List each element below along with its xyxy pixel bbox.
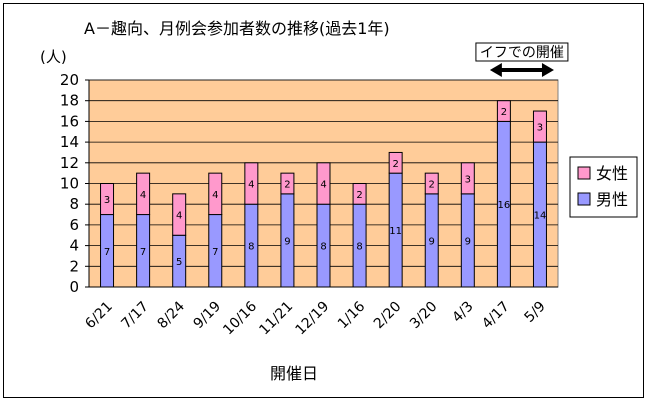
data-label: 7 xyxy=(212,247,218,258)
bar-female xyxy=(460,162,475,195)
annotation-arrow-right-head xyxy=(541,63,554,77)
data-label: 4 xyxy=(140,190,146,201)
data-label: 9 xyxy=(465,236,471,247)
bar-female xyxy=(532,110,547,143)
data-label: 7 xyxy=(104,247,110,258)
bar-female xyxy=(100,183,115,216)
y-tick-label: 20 xyxy=(60,71,79,89)
data-label: 2 xyxy=(501,107,507,118)
x-tick-label: 12/19 xyxy=(292,299,332,339)
legend-swatch xyxy=(577,166,591,180)
data-label: 8 xyxy=(320,242,326,253)
bar-female xyxy=(208,172,223,216)
data-label: 16 xyxy=(498,200,511,211)
data-label: 2 xyxy=(356,190,362,201)
chart-frame: A－趣向、月例会参加者数の推移(過去1年) (人) 開催日 0 2 4 6 8 10 12 1… xyxy=(3,3,644,398)
data-label: 2 xyxy=(284,180,290,191)
x-tick-label: 6/21 xyxy=(82,299,116,333)
x-tick-label: 11/21 xyxy=(256,299,296,339)
bar-female xyxy=(388,151,403,174)
data-label: 3 xyxy=(465,174,471,185)
data-label: 8 xyxy=(248,242,254,253)
data-label: 11 xyxy=(389,226,402,237)
y-tick-label: 12 xyxy=(60,154,79,172)
bar-female xyxy=(244,162,259,205)
bar-chart: A－趣向、月例会参加者数の推移(過去1年) (人) 開催日 0 2 4 6 8 10 12 1… xyxy=(40,19,638,383)
data-label: 5 xyxy=(176,257,182,268)
x-tick-label: 2/20 xyxy=(371,299,405,333)
y-tick-label: 0 xyxy=(69,278,79,296)
data-label: 4 xyxy=(320,180,326,191)
bar-female xyxy=(352,183,367,205)
y-tick-label: 8 xyxy=(69,195,79,213)
bar-female xyxy=(424,172,439,195)
x-tick-label: 8/24 xyxy=(154,298,188,332)
data-label: 3 xyxy=(537,123,543,134)
y-tick-label: 4 xyxy=(69,237,79,255)
data-label: 2 xyxy=(392,159,398,170)
annotation-text: イフでの開催 xyxy=(480,45,564,61)
data-label: 4 xyxy=(212,190,218,201)
data-label: 4 xyxy=(248,180,254,191)
x-tick-label: 7/17 xyxy=(118,299,152,333)
x-tick-label: 4/17 xyxy=(479,299,513,333)
y-tick-label: 16 xyxy=(60,112,79,130)
bar-female xyxy=(136,172,151,216)
data-label: 9 xyxy=(429,236,435,247)
y-tick-label: 10 xyxy=(60,175,79,193)
x-tick-label: 3/20 xyxy=(407,299,441,333)
y-tick-label: 6 xyxy=(69,216,79,234)
data-label: 14 xyxy=(534,211,547,222)
plot-area: 02468101214161820736/21747/17548/24749/1… xyxy=(60,71,559,339)
data-label: 4 xyxy=(176,211,182,222)
bar-female xyxy=(172,193,187,236)
data-label: 2 xyxy=(429,180,435,191)
y-tick-label: 2 xyxy=(69,257,79,275)
x-axis-label: 開催日 xyxy=(270,364,318,383)
bar-female xyxy=(496,100,511,122)
chart-title: A－趣向、月例会参加者数の推移(過去1年) xyxy=(84,19,390,38)
bar-female xyxy=(280,172,295,195)
data-label: 8 xyxy=(356,242,362,253)
data-label: 7 xyxy=(140,247,146,258)
x-tick-label: 4/3 xyxy=(449,299,476,326)
x-tick-label: 10/16 xyxy=(220,298,260,338)
legend-label: 男性 xyxy=(596,190,628,209)
legend-label: 女性 xyxy=(596,164,628,183)
data-label: 9 xyxy=(284,236,290,247)
annotation-arrow-left-head xyxy=(489,63,502,77)
annotation-box xyxy=(475,42,569,62)
data-label: 3 xyxy=(104,195,110,206)
y-tick-label: 18 xyxy=(60,92,79,110)
y-axis-label: (人) xyxy=(40,48,67,66)
y-tick-label: 14 xyxy=(60,133,79,151)
annotation: イフでの開催 xyxy=(475,42,569,77)
x-tick-label: 1/16 xyxy=(335,298,369,332)
legend-swatch xyxy=(577,192,591,206)
x-tick-label: 5/9 xyxy=(522,299,549,326)
bar-female xyxy=(316,162,331,205)
